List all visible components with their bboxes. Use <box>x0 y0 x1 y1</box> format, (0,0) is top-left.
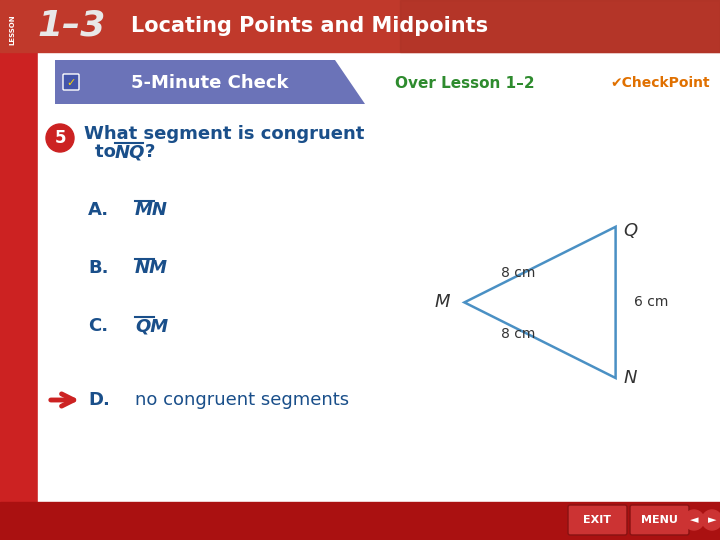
Text: 8 cm: 8 cm <box>501 266 535 280</box>
Text: LESSON: LESSON <box>9 15 15 45</box>
Bar <box>38 52 720 502</box>
Text: to: to <box>95 143 122 161</box>
Text: ◄: ◄ <box>690 515 698 525</box>
Text: ✓: ✓ <box>66 78 76 88</box>
Text: What segment is congruent: What segment is congruent <box>84 125 364 143</box>
Text: B.: B. <box>88 259 109 277</box>
Text: M: M <box>435 293 451 312</box>
Text: Q: Q <box>624 222 638 240</box>
Text: ✔CheckPoint: ✔CheckPoint <box>610 76 710 90</box>
Text: MENU: MENU <box>641 515 678 525</box>
Text: 1–3: 1–3 <box>38 9 106 43</box>
Text: ?: ? <box>145 143 156 161</box>
Text: EXIT: EXIT <box>583 515 611 525</box>
Text: ►: ► <box>708 515 716 525</box>
Text: 8 cm: 8 cm <box>501 327 535 341</box>
Text: 5: 5 <box>54 129 66 147</box>
Text: no congruent segments: no congruent segments <box>135 391 349 409</box>
Text: D.: D. <box>88 391 110 409</box>
Bar <box>0 0 38 540</box>
Text: 5-Minute Check: 5-Minute Check <box>131 74 289 92</box>
Bar <box>400 0 720 52</box>
Text: N: N <box>624 369 637 387</box>
Text: C.: C. <box>88 317 108 335</box>
Circle shape <box>684 510 704 530</box>
FancyBboxPatch shape <box>568 505 627 535</box>
FancyBboxPatch shape <box>63 74 79 90</box>
Bar <box>0 502 720 540</box>
Text: NM: NM <box>135 259 168 277</box>
Text: NQ: NQ <box>115 143 145 161</box>
Polygon shape <box>55 60 365 104</box>
Circle shape <box>702 510 720 530</box>
FancyBboxPatch shape <box>630 505 689 535</box>
Text: MN: MN <box>135 201 168 219</box>
Bar <box>0 0 720 52</box>
Text: Locating Points and Midpoints: Locating Points and Midpoints <box>132 16 489 36</box>
Circle shape <box>46 124 74 152</box>
Text: A.: A. <box>88 201 109 219</box>
Text: 6 cm: 6 cm <box>634 295 668 309</box>
Text: Over Lesson 1–2: Over Lesson 1–2 <box>395 76 535 91</box>
Text: QM: QM <box>135 317 168 335</box>
